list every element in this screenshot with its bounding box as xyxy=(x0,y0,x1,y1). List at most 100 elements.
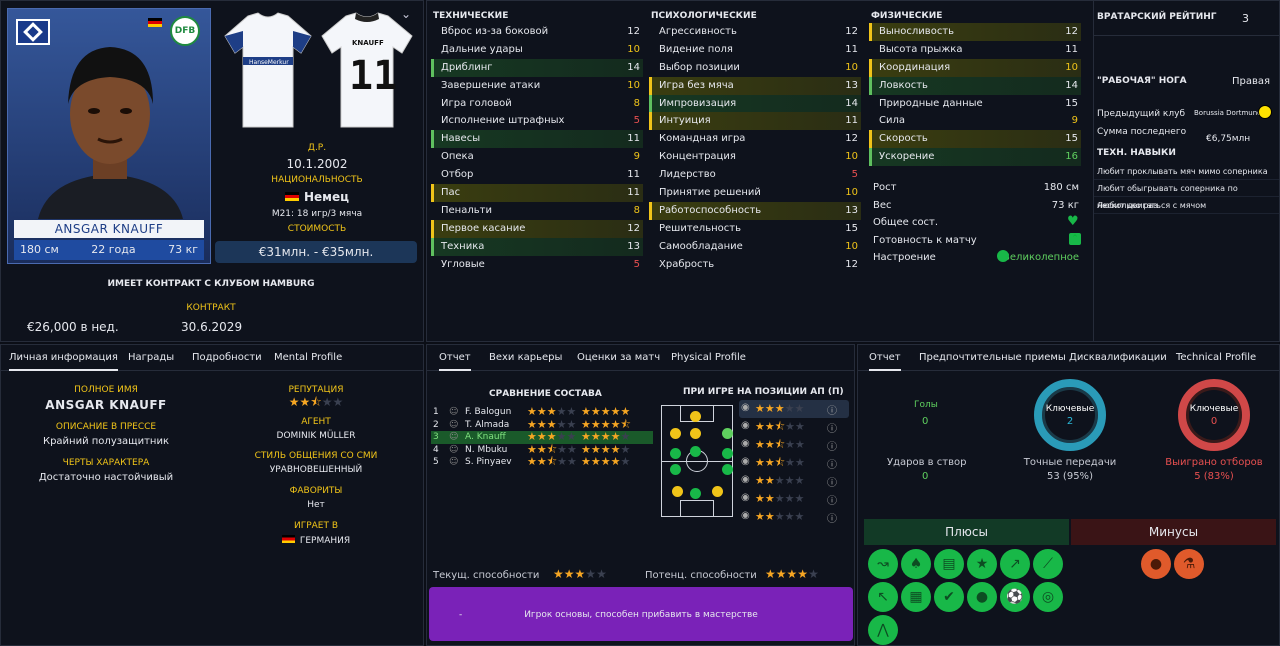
attr-row-mental[interactable]: Агрессивность 12 xyxy=(649,23,861,41)
report-tabs: Отчет Предпочтительные приемы Дисквалифи… xyxy=(858,345,1279,371)
attr-row-mental[interactable]: Храбрость 12 xyxy=(649,256,861,274)
info-icon[interactable]: ⓘ xyxy=(827,442,837,453)
attr-row-technical[interactable]: Угловые 5 xyxy=(431,256,643,274)
boot-icon[interactable]: ⟋ xyxy=(1033,549,1063,579)
info-icon[interactable]: ⓘ xyxy=(827,424,837,435)
physical-info-value: 73 кг xyxy=(1051,199,1079,211)
attr-row-physical[interactable]: Ускорение 16 xyxy=(869,148,1081,167)
squad-player-row[interactable]: 5 ☺ S. Pinyaev ★★⯪★★ ★★★★★ xyxy=(431,456,653,469)
attr-row-technical[interactable]: Дальние удары 10 xyxy=(431,41,643,59)
attr-row-mental[interactable]: Лидерство 5 xyxy=(649,166,861,184)
attr-row-mental[interactable]: Интуиция 11 xyxy=(649,112,861,131)
idea-icon[interactable]: ● xyxy=(967,582,997,612)
cross-icon[interactable]: ↖ xyxy=(868,582,898,612)
attr-row-technical[interactable]: Опека 9 xyxy=(431,148,643,166)
info-icon[interactable]: ⓘ xyxy=(827,514,837,525)
info-icon[interactable]: ⓘ xyxy=(827,496,837,507)
chevron-down-icon[interactable]: ⌄ xyxy=(401,7,412,21)
attr-row-physical[interactable]: Сила 9 xyxy=(869,112,1081,130)
attr-row-mental[interactable]: Самообладание 10 xyxy=(649,238,861,256)
tab-technical-profile[interactable]: Technical Profile xyxy=(1176,352,1257,363)
position-star-row[interactable]: ◉ ★★★★★ ⓘ xyxy=(739,490,849,508)
tab-report[interactable]: Отчет xyxy=(869,345,901,371)
tab-suspensions[interactable]: Дисквалификации xyxy=(1069,352,1167,363)
attr-value: 10 xyxy=(627,43,640,55)
attr-row-physical[interactable]: Выносливость 12 xyxy=(869,23,1081,41)
attr-row-mental[interactable]: Игра без мяча 13 xyxy=(649,76,861,95)
attr-row-mental[interactable]: Командная игра 12 xyxy=(649,130,861,148)
dribble-icon[interactable]: ↝ xyxy=(868,549,898,579)
tab-career-milestones[interactable]: Вехи карьеры xyxy=(489,352,563,363)
radio-icon[interactable]: ◉ xyxy=(741,402,750,413)
attr-row-technical[interactable]: Завершение атаки 10 xyxy=(431,77,643,95)
tab-physical-profile[interactable]: Physical Profile xyxy=(671,352,746,363)
attr-name: Скорость xyxy=(879,133,928,145)
trend-up-icon[interactable]: ↗ xyxy=(1000,549,1030,579)
star-icon: ★ xyxy=(755,492,765,505)
pass-icon[interactable]: ⋀ xyxy=(868,615,898,645)
clipboard-check-icon[interactable]: ▦ xyxy=(901,582,931,612)
ball-icon[interactable]: ⚽ xyxy=(1000,582,1030,612)
position-star-row[interactable]: ◉ ★★⯪★★ ⓘ xyxy=(739,418,849,436)
attr-row-physical[interactable]: Ловкость 14 xyxy=(869,76,1081,95)
info-icon[interactable]: ⓘ xyxy=(827,478,837,489)
squad-player-row[interactable]: 1 ☺ F. Balogun ★★★★★ ★★★★★ xyxy=(431,406,653,419)
tab-awards[interactable]: Награды xyxy=(128,352,175,363)
star-icon[interactable]: ★ xyxy=(967,549,997,579)
radio-icon[interactable]: ◉ xyxy=(741,420,750,431)
target-icon[interactable]: ◎ xyxy=(1033,582,1063,612)
star-icon: ★ xyxy=(755,510,765,523)
clipboard-icon[interactable]: ▤ xyxy=(934,549,964,579)
tab-details[interactable]: Подробности xyxy=(192,352,262,363)
attr-row-physical[interactable]: Скорость 15 xyxy=(869,130,1081,149)
tab-report[interactable]: Отчет xyxy=(439,345,471,371)
tab-match-ratings[interactable]: Оценки за матч xyxy=(577,352,661,363)
squad-player-row[interactable]: 2 ☺ T. Almada ★★★★★ ★★★★⯪ xyxy=(431,419,653,432)
star-icon: ★ xyxy=(563,567,575,581)
attr-row-mental[interactable]: Концентрация 10 xyxy=(649,148,861,166)
radio-icon[interactable]: ◉ xyxy=(741,510,750,521)
attr-row-technical[interactable]: Техника 13 xyxy=(431,237,643,256)
attr-row-technical[interactable]: Пас 11 xyxy=(431,184,643,202)
attr-row-mental[interactable]: Работоспособность 13 xyxy=(649,201,861,220)
radio-icon[interactable]: ◉ xyxy=(741,474,750,485)
attr-row-physical[interactable]: Координация 10 xyxy=(869,58,1081,77)
attr-row-technical[interactable]: Первое касание 12 xyxy=(431,219,643,238)
attr-row-mental[interactable]: Импровизация 14 xyxy=(649,94,861,113)
radio-icon[interactable]: ◉ xyxy=(741,456,750,467)
attr-row-technical[interactable]: Вброс из-за боковой 12 xyxy=(431,23,643,41)
attr-row-mental[interactable]: Принятие решений 10 xyxy=(649,184,861,202)
info-icon[interactable]: ⓘ xyxy=(827,406,837,417)
attr-row-technical[interactable]: Исполнение штрафных 5 xyxy=(431,112,643,130)
position-dot xyxy=(712,486,723,497)
attr-row-physical[interactable]: Природные данные 15 xyxy=(869,95,1081,113)
attr-row-technical[interactable]: Игра головой 8 xyxy=(431,95,643,113)
tab-preferred-moves[interactable]: Предпочтительные приемы xyxy=(919,352,1066,363)
star-icon: ★ xyxy=(566,430,577,443)
attr-row-technical[interactable]: Навесы 11 xyxy=(431,130,643,149)
attr-row-technical[interactable]: Пенальти 8 xyxy=(431,202,643,220)
flair-icon[interactable]: ♠ xyxy=(901,549,931,579)
checklist-icon[interactable]: ✔ xyxy=(934,582,964,612)
tab-personal[interactable]: Личная информация xyxy=(9,345,118,371)
weakness-ball-icon[interactable]: ● xyxy=(1141,549,1171,579)
squad-player-row[interactable]: 4 ☺ N. Mbuku ★★⯪★★ ★★★★★ xyxy=(431,444,653,457)
radio-icon[interactable]: ◉ xyxy=(741,438,750,449)
position-star-row[interactable]: ◉ ★★★★★ ⓘ xyxy=(739,508,849,526)
position-star-row[interactable]: ◉ ★★★★★ ⓘ xyxy=(739,472,849,490)
radio-icon[interactable]: ◉ xyxy=(741,492,750,503)
info-icon[interactable]: ⓘ xyxy=(827,460,837,471)
position-star-row[interactable]: ◉ ★★★★★ ⓘ xyxy=(739,400,849,418)
position-star-row[interactable]: ◉ ★★⯪★★ ⓘ xyxy=(739,454,849,472)
attr-row-mental[interactable]: Видение поля 11 xyxy=(649,41,861,59)
attr-row-technical[interactable]: Дриблинг 14 xyxy=(431,58,643,77)
attr-row-mental[interactable]: Решительность 15 xyxy=(649,220,861,238)
position-star-row[interactable]: ◉ ★★⯪★★ ⓘ xyxy=(739,436,849,454)
attr-name: Решительность xyxy=(659,222,741,234)
tab-mental-profile[interactable]: Mental Profile xyxy=(274,352,343,363)
flask-icon[interactable]: ⚗ xyxy=(1174,549,1204,579)
attr-row-physical[interactable]: Высота прыжка 11 xyxy=(869,41,1081,59)
attr-row-mental[interactable]: Выбор позиции 10 xyxy=(649,59,861,77)
attr-row-technical[interactable]: Отбор 11 xyxy=(431,166,643,184)
squad-player-row[interactable]: 3 ☺ A. Knauff ★★★★★ ★★★★★ xyxy=(431,431,653,444)
